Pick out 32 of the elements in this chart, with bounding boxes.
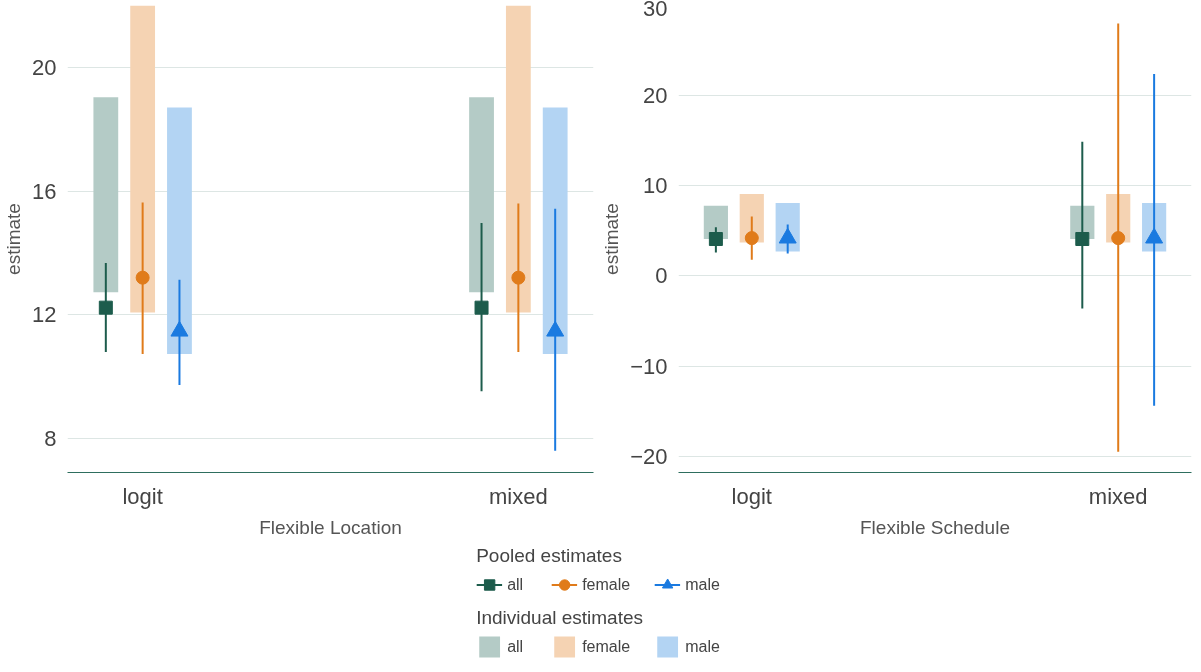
y-tick-label: 20 (643, 83, 668, 109)
x-tick-label: mixed (489, 483, 548, 509)
x-tick-label: logit (122, 483, 163, 509)
bar (505, 5, 531, 313)
bar (93, 97, 119, 293)
legend-title: Individual estimates (476, 606, 644, 629)
y-tick-label: 30 (643, 0, 668, 21)
y-tick-label: 0 (655, 263, 668, 289)
x-tick-label: mixed (1088, 483, 1148, 509)
legend-label: male (685, 637, 720, 656)
bar (130, 5, 156, 313)
y-tick-label: 16 (32, 178, 57, 204)
y-tick-label: −10 (630, 353, 668, 379)
y-tick-label: 8 (44, 425, 57, 451)
y-tick-label: 12 (32, 302, 57, 328)
y-axis-title: estimate (3, 203, 25, 275)
bar (542, 107, 568, 355)
bar (167, 107, 192, 355)
legend-label: male (685, 575, 720, 594)
y-tick-label: 10 (643, 173, 668, 199)
x-axis-title: Flexible Schedule (860, 516, 1010, 538)
legend-label: female (582, 637, 631, 656)
x-axis-title: Flexible Location (259, 516, 402, 538)
legend-title: Pooled estimates (476, 544, 623, 567)
y-tick-label: −20 (630, 443, 668, 469)
bar (469, 97, 494, 293)
y-tick-label: 20 (32, 54, 57, 80)
legend-label: all (507, 575, 525, 594)
x-tick-label: logit (731, 483, 772, 509)
y-axis-title: estimate (601, 203, 623, 275)
legend-label: female (582, 575, 631, 594)
legend-label: all (507, 637, 525, 656)
